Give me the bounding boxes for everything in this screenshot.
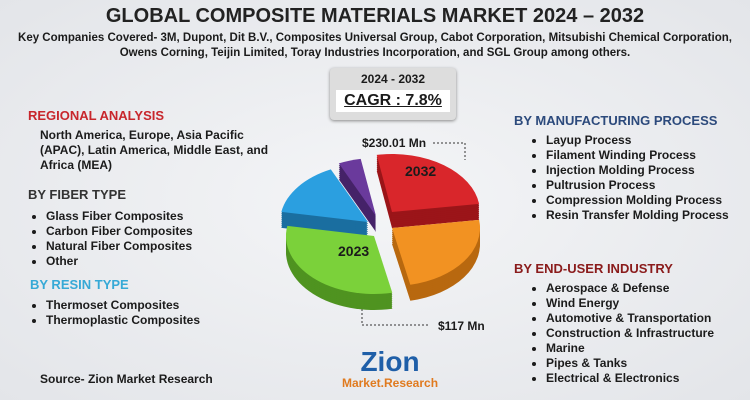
pie-slice: [286, 225, 393, 294]
list-item: Thermoplastic Composites: [46, 313, 200, 328]
list-item: Pipes & Tanks: [546, 356, 750, 371]
list-item: Resin Transfer Molding Process: [546, 208, 746, 223]
list-item: Carbon Fiber Composites: [46, 224, 193, 239]
section-heading: BY MANUFACTURING PROCESS: [514, 113, 718, 128]
pie-label: 2023: [338, 243, 370, 259]
list-item: Glass Fiber Composites: [46, 209, 193, 224]
subtitle-line: Key Companies Covered- 3M, Dupont, Dit B…: [18, 32, 732, 44]
list-item: Natural Fiber Composites: [46, 239, 193, 254]
logo-name: Zion: [360, 346, 420, 377]
section-heading: BY FIBER TYPE: [28, 187, 127, 202]
cagr-box: 2024 - 2032 CAGR : 7.8%: [330, 68, 456, 120]
list: Aerospace & DefenseWind EnergyAutomotive…: [530, 281, 750, 386]
list-item: Filament Winding Process: [546, 148, 746, 163]
list: Layup ProcessFilament Winding ProcessInj…: [530, 133, 746, 223]
list-item: Pultrusion Process: [546, 178, 746, 193]
list-item: Electrical & Electronics: [546, 371, 750, 386]
value-2032: $230.01 Mn: [362, 136, 427, 150]
list-item: Automotive & Transportation: [546, 311, 750, 326]
list-item: Thermoset Composites: [46, 298, 200, 313]
list-item: Aerospace & Defense: [546, 281, 750, 296]
list-item: Layup Process: [546, 133, 746, 148]
section-heading: BY END-USER INDUSTRY: [514, 261, 673, 276]
list-item: Other: [46, 254, 193, 269]
list-item: Wind Energy: [546, 296, 750, 311]
list-item: Construction & Infrastructure: [546, 326, 750, 341]
section-heading: BY RESIN TYPE: [30, 277, 129, 292]
subtitle: Key Companies Covered- 3M, Dupont, Dit B…: [0, 31, 750, 61]
list-item: Marine: [546, 341, 750, 356]
source: Source- Zion Market Research: [40, 372, 213, 386]
cagr-period: 2024 - 2032: [360, 72, 426, 86]
list: Thermoset CompositesThermoplastic Compos…: [30, 298, 200, 328]
pie-slice: [338, 158, 376, 216]
pie-label: 2032: [405, 163, 437, 179]
list: Glass Fiber CompositesCarbon Fiber Compo…: [30, 209, 193, 269]
pie-slice: [376, 154, 480, 212]
pie-slice: [281, 169, 368, 222]
list-item: Compression Molding Process: [546, 193, 746, 208]
pie-slice: [392, 219, 480, 285]
list-item: Injection Molding Process: [546, 163, 746, 178]
logo-sub: Market.Research: [341, 376, 439, 390]
cagr-value: CAGR : 7.8%: [336, 90, 450, 112]
section-heading: REGIONAL ANALYSIS: [28, 108, 165, 123]
pie: [281, 154, 480, 311]
section-text: North America, Europe, Asia Pacific (APA…: [40, 128, 269, 172]
value-2023: $117 Mn: [438, 319, 485, 333]
subtitle-line: Owens Corning, Teijin Limited, Toray Ind…: [119, 47, 631, 59]
title: GLOBAL COMPOSITE MATERIALS MARKET 2024 –…: [105, 5, 645, 27]
logo: Zion Market.Research: [340, 346, 440, 391]
